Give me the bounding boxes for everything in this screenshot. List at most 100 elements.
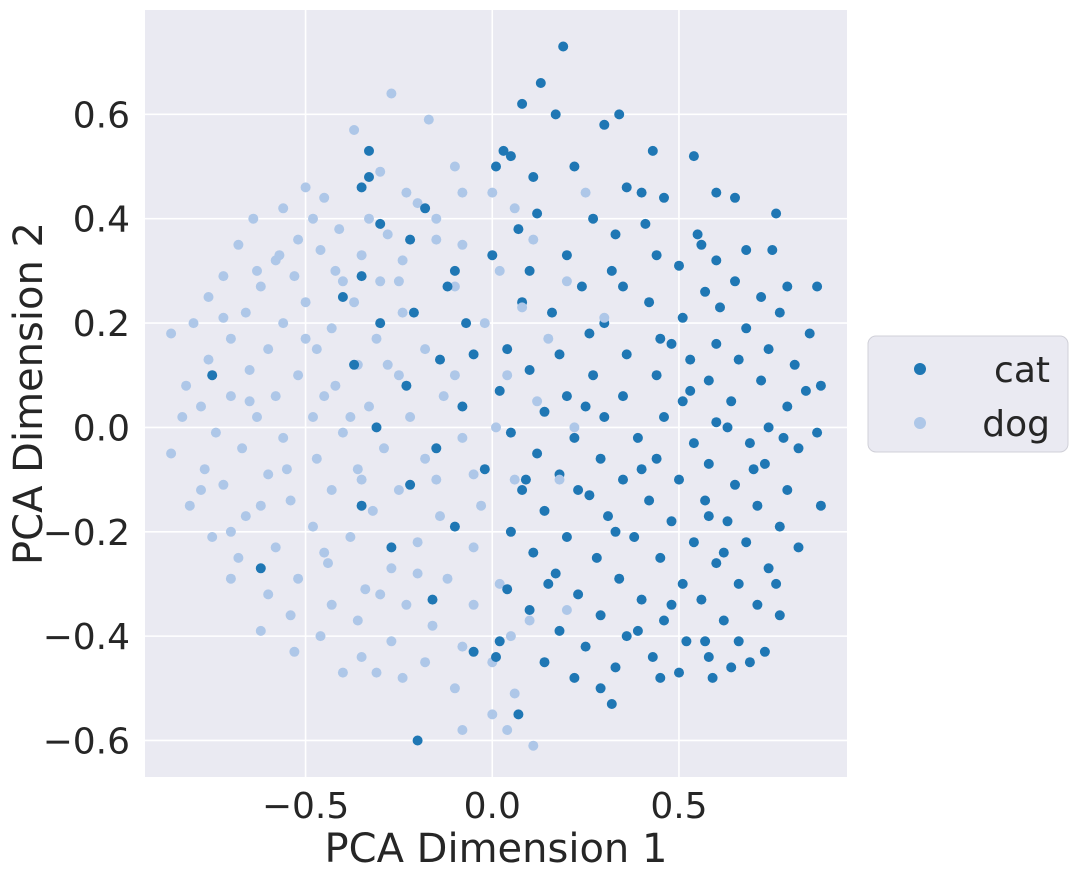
- cat-point: [636, 594, 647, 605]
- dog-point: [263, 589, 274, 600]
- dog-point: [457, 187, 468, 198]
- dog-point: [375, 276, 386, 287]
- dog-point: [225, 526, 236, 537]
- dog-point: [457, 239, 468, 250]
- y-tick-label: −0.6: [43, 721, 130, 762]
- dog-point: [435, 511, 445, 522]
- cat-point: [744, 657, 755, 668]
- cat-point: [759, 458, 770, 469]
- cat-point: [696, 594, 707, 605]
- cat-point: [255, 563, 266, 574]
- cat-point: [703, 511, 714, 522]
- cat-point: [524, 605, 535, 615]
- cat-point: [636, 187, 647, 198]
- cat-point: [632, 432, 643, 443]
- cat-point: [558, 41, 569, 52]
- cat-point: [517, 98, 528, 109]
- dog-point: [360, 584, 371, 595]
- dog-point: [166, 328, 177, 339]
- cat-point: [756, 375, 767, 386]
- cat-point: [666, 338, 677, 349]
- cat-point: [632, 625, 643, 636]
- dog-point: [274, 250, 285, 261]
- dog-point: [188, 318, 199, 329]
- cat-point: [767, 245, 778, 255]
- cat-point: [573, 485, 584, 495]
- dog-point: [580, 187, 591, 198]
- cat-point: [505, 526, 516, 537]
- cat-point: [524, 365, 535, 375]
- dog-point: [457, 641, 468, 652]
- cat-point: [703, 652, 714, 662]
- dog-point: [431, 474, 442, 485]
- dog-point: [509, 688, 520, 699]
- cat-point: [774, 610, 785, 621]
- cat-point: [674, 260, 684, 271]
- dog-point: [382, 359, 393, 370]
- legend-marker-cat: [914, 363, 926, 375]
- dog-point: [311, 453, 322, 464]
- dog-point: [427, 620, 438, 631]
- cat-point: [782, 485, 793, 495]
- cat-point: [636, 464, 647, 475]
- dog-point: [393, 276, 404, 287]
- cat-point: [651, 370, 662, 381]
- cat-point: [584, 328, 595, 339]
- dog-point: [352, 464, 363, 475]
- dog-point: [367, 505, 378, 516]
- cat-point: [703, 375, 714, 386]
- cat-point: [748, 464, 759, 475]
- cat-point: [647, 652, 658, 662]
- cat-point: [815, 500, 826, 511]
- cat-point: [535, 78, 546, 88]
- cat-point: [356, 500, 367, 511]
- cat-point: [722, 516, 733, 527]
- cat-point: [629, 532, 640, 542]
- cat-point: [718, 615, 729, 626]
- cat-point: [677, 396, 688, 407]
- cat-point: [733, 578, 744, 589]
- cat-point: [375, 218, 386, 229]
- dog-point: [494, 578, 505, 589]
- y-tick-label: 0.0: [73, 408, 130, 449]
- dog-point: [255, 281, 266, 292]
- dog-point: [397, 672, 408, 683]
- dog-point: [293, 370, 304, 381]
- x-tick-label: −0.5: [262, 786, 349, 827]
- dog-point: [337, 667, 348, 678]
- dog-point: [255, 500, 266, 511]
- cat-point: [659, 615, 669, 626]
- cat-point: [782, 401, 793, 412]
- dog-point: [311, 344, 322, 355]
- cat-point: [554, 625, 565, 636]
- cat-point: [730, 479, 740, 490]
- dog-point: [509, 203, 520, 214]
- cat-point: [610, 526, 621, 537]
- dog-point: [449, 281, 460, 292]
- dog-point: [315, 245, 326, 255]
- dog-point: [393, 485, 404, 495]
- dog-point: [337, 427, 348, 438]
- cat-point: [621, 349, 632, 360]
- y-axis-label: PCA Dimension 2: [6, 222, 52, 565]
- dog-point: [420, 657, 431, 668]
- dog-point: [457, 432, 468, 443]
- dog-point: [356, 250, 367, 261]
- dog-point: [244, 365, 255, 375]
- cat-point: [494, 385, 505, 396]
- cat-point: [606, 699, 617, 709]
- cat-point: [685, 385, 696, 396]
- cat-point: [711, 558, 722, 569]
- cat-point: [771, 208, 782, 219]
- cat-point: [718, 547, 729, 558]
- dog-point: [218, 479, 229, 490]
- cat-point: [547, 307, 557, 318]
- cat-point: [603, 511, 613, 522]
- cat-point: [532, 208, 543, 219]
- cat-point: [337, 292, 348, 302]
- dog-point: [289, 271, 300, 282]
- cat-point: [730, 276, 740, 287]
- cat-point: [726, 396, 737, 407]
- dog-point: [502, 725, 513, 735]
- cat-point: [405, 479, 416, 490]
